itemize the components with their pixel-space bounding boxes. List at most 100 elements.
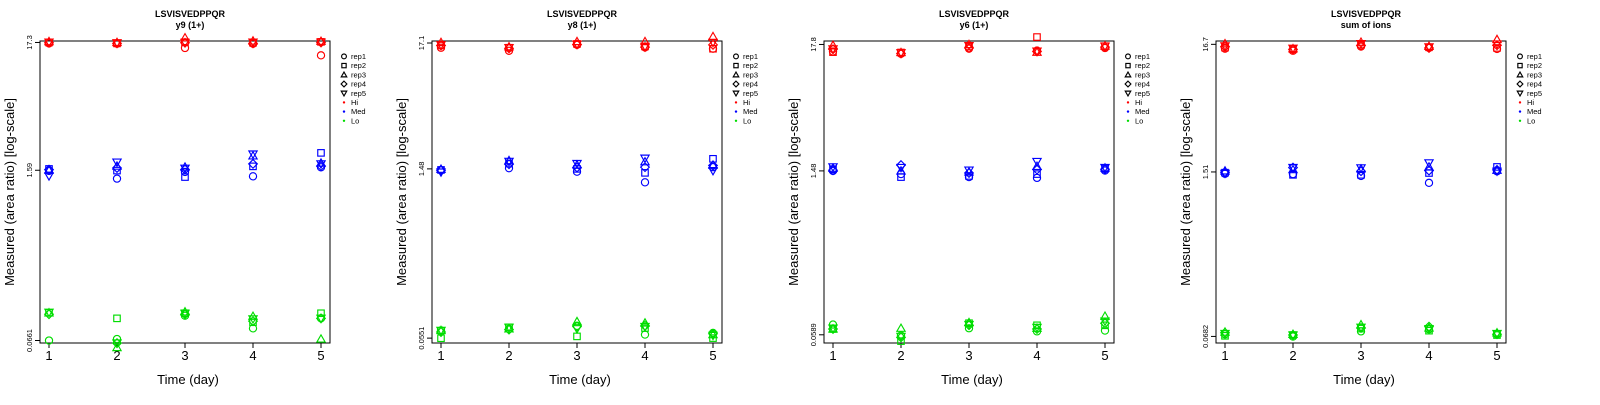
x-tick-label: 5 <box>1493 348 1500 363</box>
data-point <box>571 162 583 173</box>
data-point <box>1355 40 1367 51</box>
y-tick-label: 1.51 <box>1201 165 1210 180</box>
legend-label: rep2 <box>1527 61 1542 70</box>
data-point <box>111 39 123 49</box>
x-tick-label: 2 <box>897 348 904 363</box>
x-tick-label: 2 <box>505 348 512 363</box>
chart-title: LSVISVEDPPQR <box>155 9 226 19</box>
data-point <box>1031 47 1043 57</box>
series-med-rep2 <box>45 149 325 181</box>
chart-title: LSVISVEDPPQR <box>1331 9 1402 19</box>
data-point <box>249 162 257 171</box>
data-point <box>1099 163 1111 173</box>
series-med-rep5 <box>435 154 719 178</box>
legend-key <box>1517 53 1523 60</box>
data-point <box>571 159 583 169</box>
legend-label: rep4 <box>351 80 366 89</box>
x-tick-label: 1 <box>45 348 52 363</box>
data-point <box>707 38 719 48</box>
data-point <box>1033 33 1041 41</box>
data-point <box>895 165 907 175</box>
data-point <box>1493 44 1501 52</box>
data-point <box>503 159 515 170</box>
data-point <box>1423 324 1435 334</box>
data-point <box>571 325 583 335</box>
data-point <box>895 322 907 332</box>
data-point <box>1423 161 1435 171</box>
data-point <box>1423 43 1435 53</box>
chart-subtitle: sum of ions <box>1341 20 1392 30</box>
legend-key <box>733 53 739 60</box>
data-point <box>179 164 191 174</box>
legend-key <box>734 110 738 113</box>
y-axis-label: Measured (area ratio) [log-scale] <box>1178 98 1193 286</box>
legend-key <box>340 90 348 98</box>
legend-key <box>340 70 348 78</box>
legend-label: Med <box>1527 107 1542 116</box>
data-point <box>111 339 123 349</box>
data-point <box>435 41 447 51</box>
data-point <box>247 158 259 170</box>
data-point <box>43 308 55 318</box>
x-tick-label: 4 <box>1033 348 1040 363</box>
series-med-rep5 <box>1219 159 1503 179</box>
legend-key <box>1518 101 1522 104</box>
y-tick-label: 1.59 <box>25 163 34 178</box>
data-point <box>179 309 191 319</box>
data-point <box>1219 169 1231 179</box>
series-hi-rep1 <box>44 39 326 60</box>
series-lo-rep3 <box>435 316 719 339</box>
y-axis-label: Measured (area ratio) [log-scale] <box>786 98 801 286</box>
data-point <box>640 178 650 187</box>
legend-key <box>733 62 739 69</box>
data-point <box>111 342 123 352</box>
chart-subtitle: y6 (1+) <box>960 20 989 30</box>
y-axis-label: Measured (area ratio) [log-scale] <box>2 98 17 286</box>
y-tick-label: 0.0661 <box>25 329 34 352</box>
x-tick-label: 3 <box>181 348 188 363</box>
data-point <box>247 38 259 48</box>
legend-key <box>1124 80 1132 88</box>
series-med-rep5 <box>827 157 1111 176</box>
series-hi-rep1 <box>828 43 1110 59</box>
legend-label: rep5 <box>1527 89 1542 98</box>
data-point <box>317 149 325 157</box>
x-tick-label: 2 <box>1289 348 1296 363</box>
legend-key <box>1126 101 1130 104</box>
data-point <box>571 316 583 326</box>
series-med-rep3 <box>435 155 719 173</box>
data-point <box>639 156 651 166</box>
data-point <box>571 40 583 50</box>
data-point <box>179 161 191 171</box>
data-point <box>1099 42 1111 52</box>
data-point <box>1099 317 1111 327</box>
legend-key <box>340 80 348 88</box>
data-point <box>1219 42 1231 52</box>
x-tick-label: 3 <box>573 348 580 363</box>
data-point <box>111 162 123 174</box>
legend-label: rep3 <box>1527 70 1542 79</box>
data-point <box>1287 328 1299 338</box>
data-point <box>1219 329 1231 339</box>
legend-label: rep4 <box>1527 80 1542 89</box>
legend-label: Lo <box>743 116 751 125</box>
x-axis-label: Time (day) <box>1333 372 1395 387</box>
data-point <box>1031 323 1043 333</box>
data-point <box>1491 164 1503 174</box>
data-point <box>247 315 259 327</box>
series-lo-rep4 <box>827 318 1111 343</box>
data-point <box>827 163 839 173</box>
legend-label: rep3 <box>1135 70 1150 79</box>
chart-panel-y8: LSVISVEDPPQR y8 (1+) Measured (area rati… <box>394 9 758 387</box>
legend-key <box>1126 110 1130 113</box>
y-tick-label: 0.0682 <box>1201 325 1210 348</box>
chart-subtitle: y9 (1+) <box>176 20 205 30</box>
series-hi-rep5 <box>435 38 719 54</box>
plot-frame <box>823 40 1115 344</box>
data-point <box>963 167 975 179</box>
legend-key <box>342 119 346 123</box>
legend-key <box>1125 62 1131 69</box>
